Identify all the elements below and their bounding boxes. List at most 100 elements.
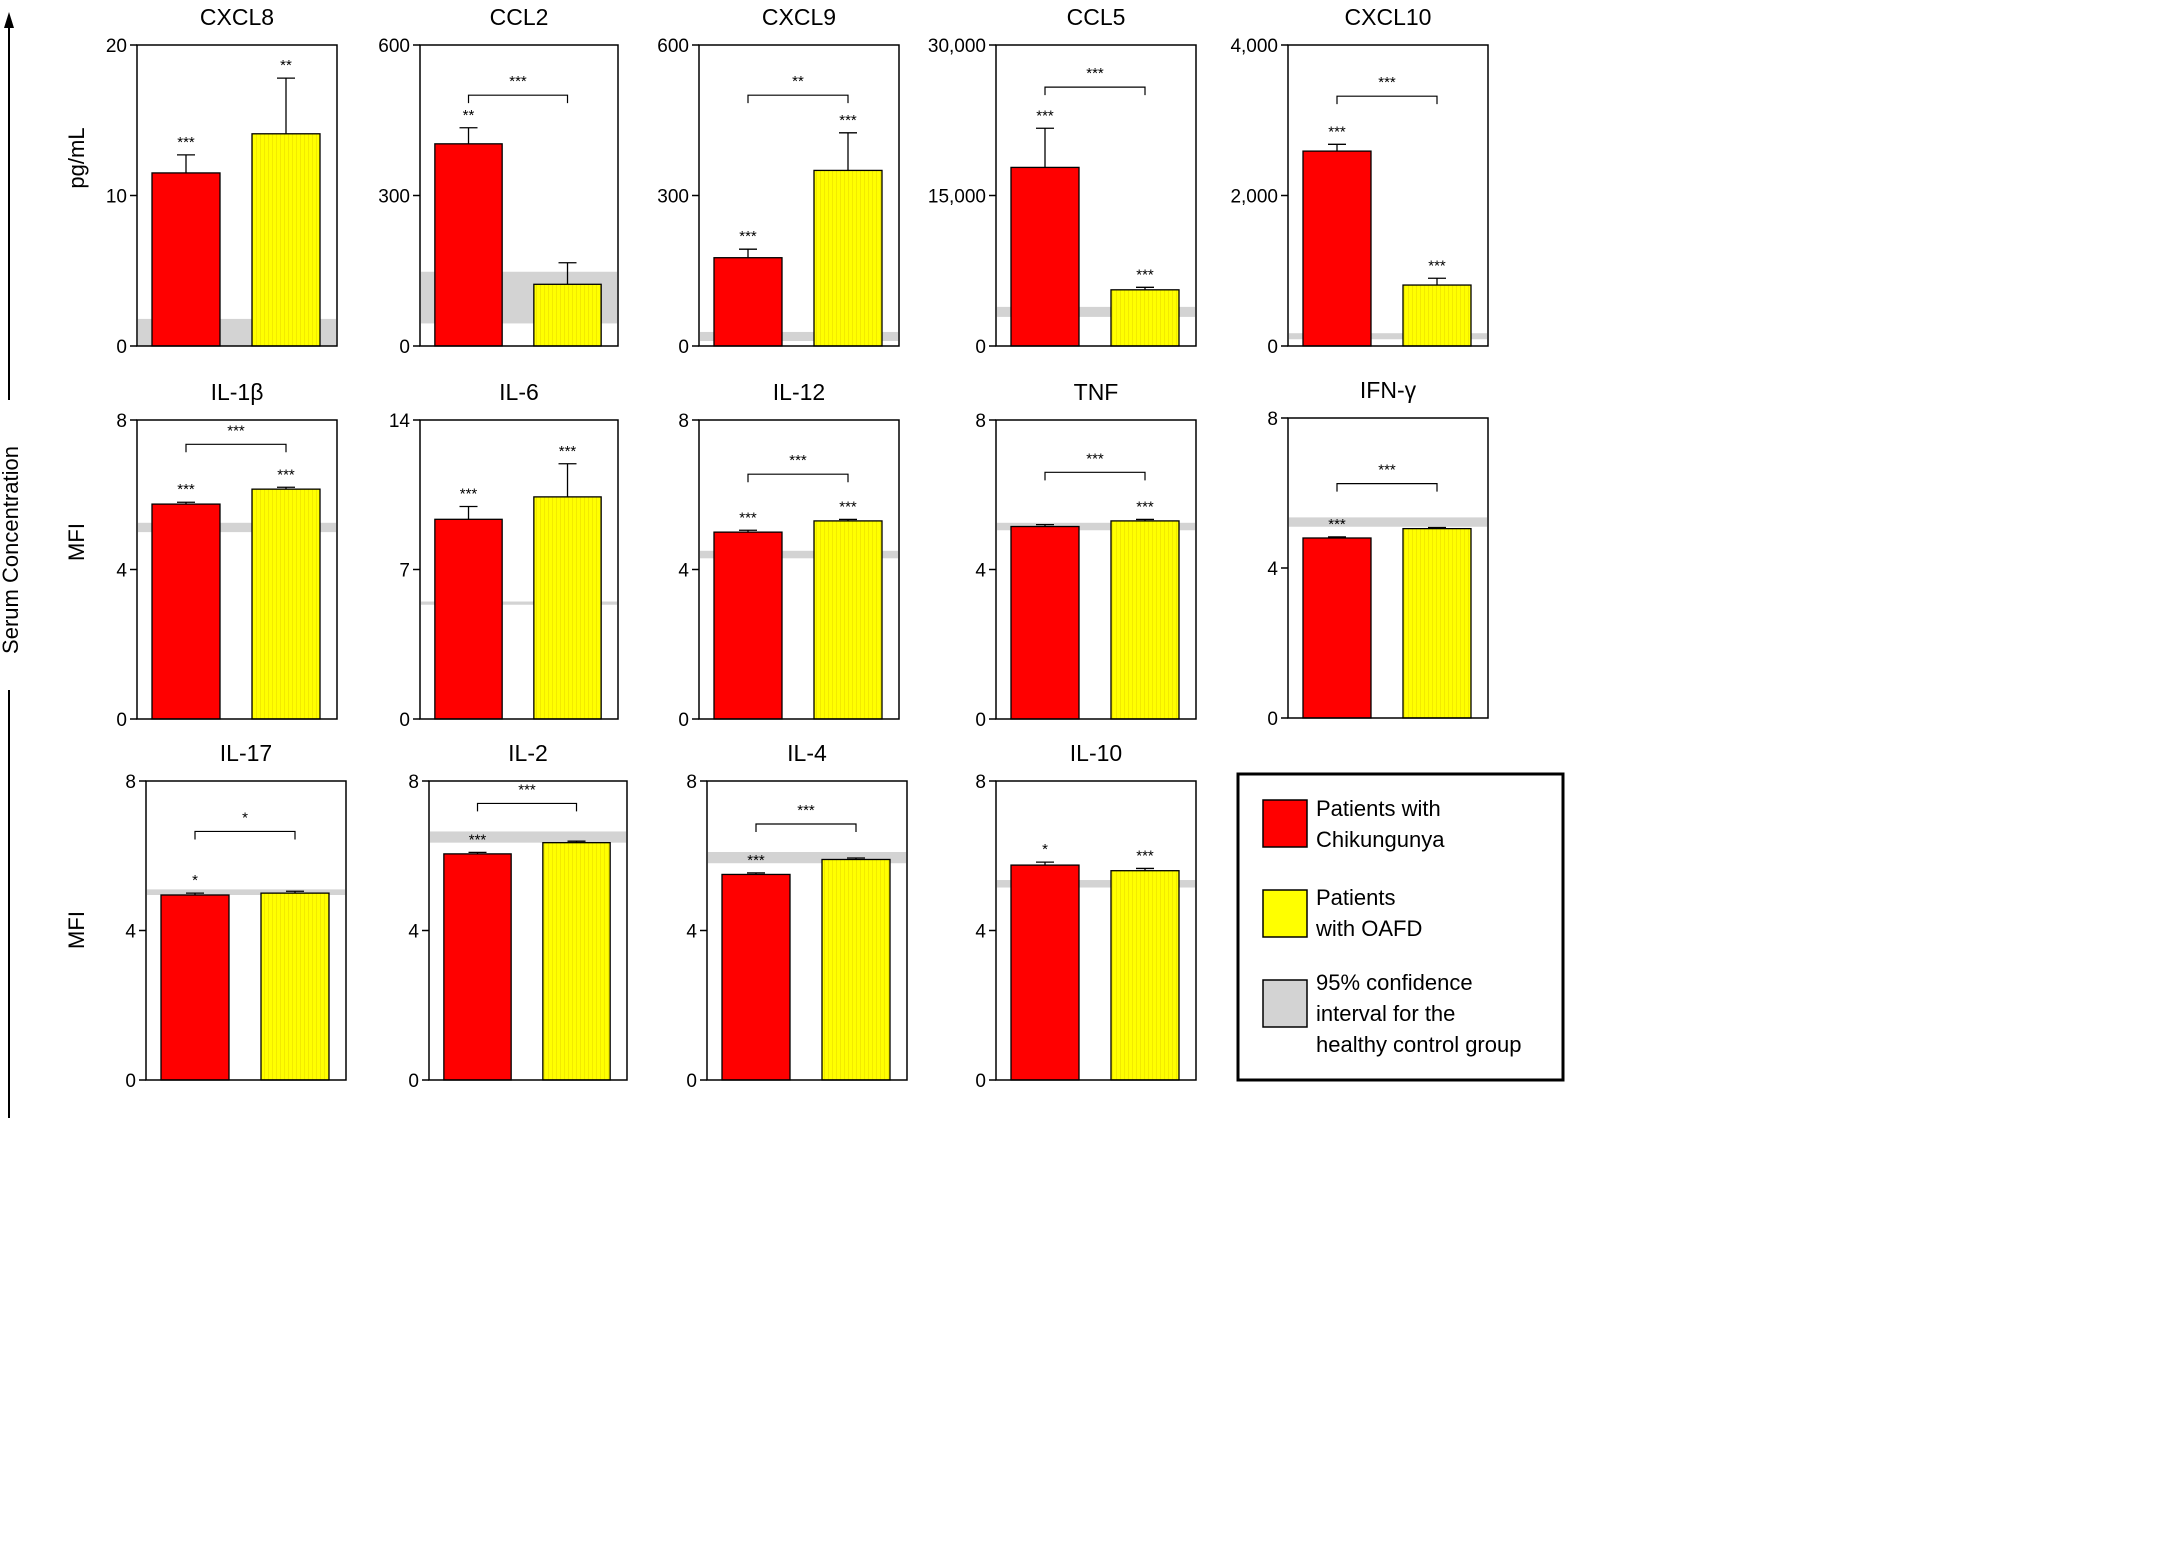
bar-chikungunya	[721, 873, 791, 1081]
significance-label: ***	[747, 852, 765, 869]
y-tick-label: 0	[975, 1071, 986, 1092]
significance-label: ***	[1428, 257, 1446, 274]
y-tick-label: 8	[1267, 409, 1278, 430]
chart-panel: * * 0 4 8 IL-17	[125, 740, 347, 1092]
ci-band	[997, 522, 1195, 531]
y-tick-label: 0	[678, 337, 689, 358]
significance-bracket	[747, 94, 849, 104]
significance-bracket	[467, 94, 569, 104]
y-tick-label: 0	[116, 337, 127, 358]
chart-panels: *****01020CXCL8*****0300600CCL2********0…	[106, 4, 1489, 1092]
chart-title: CXCL10	[1345, 4, 1432, 30]
legend-swatch-chikungunya	[1262, 799, 1308, 848]
significance-label: ***	[1328, 123, 1346, 140]
bar-chikungunya	[713, 531, 783, 720]
y-tick-label: 2,000	[1230, 187, 1278, 208]
significance-label: ***	[1328, 516, 1346, 533]
ci-band	[138, 522, 336, 533]
ci-band	[997, 880, 1195, 888]
figure: Serum Concentration pg/mL MFI MFI *****0…	[0, 4, 1565, 1118]
global-y-axis: Serum Concentration	[0, 12, 23, 1118]
significance-label: ***	[739, 228, 757, 245]
y-tick-label: 0	[975, 337, 986, 358]
legend-swatch-oafd	[1262, 889, 1308, 938]
bar-oafd	[813, 520, 883, 720]
significance-bracket	[755, 823, 857, 832]
significance-bracket	[747, 473, 849, 483]
significance-label: ***	[469, 831, 487, 848]
chart-title: CXCL8	[200, 4, 274, 30]
chart-title: IL-12	[773, 379, 825, 405]
bracket-label: ***	[1086, 450, 1104, 467]
global-y-axis-title: Serum Concentration	[0, 446, 23, 654]
y-tick-label: 0	[116, 710, 127, 731]
y-tick-label: 8	[116, 411, 127, 432]
significance-bracket	[1044, 471, 1146, 481]
legend-swatch-ci-band	[1262, 979, 1308, 1028]
chart-panel: *** *** 0 7 14 IL-6	[389, 379, 619, 731]
ci-band	[1289, 333, 1487, 340]
bar-oafd	[1402, 284, 1472, 347]
bar-oafd	[533, 496, 602, 720]
ci-band	[708, 852, 906, 864]
row-unit-label: MFI	[64, 523, 89, 561]
bar-oafd	[813, 169, 883, 347]
ci-band	[997, 306, 1195, 317]
bracket-label: ***	[227, 422, 245, 439]
row-unit-label: MFI	[64, 911, 89, 949]
significance-label: ***	[1136, 847, 1154, 864]
chart-panel: *** *** 0 4 8 IFN-γ	[1267, 377, 1489, 730]
bar-oafd	[1110, 520, 1180, 720]
ci-band	[421, 601, 617, 605]
chart-panel: *** *** *** 0 15,000 30,000 CCL5	[928, 4, 1197, 358]
y-tick-label: 7	[399, 561, 410, 582]
significance-label: ***	[177, 134, 195, 151]
bracket-label: ***	[1378, 74, 1396, 91]
legend-label: Chikungunya	[1316, 827, 1445, 852]
ci-band	[430, 831, 626, 843]
bar-chikungunya	[151, 503, 221, 720]
chart-title: CXCL9	[762, 4, 836, 30]
ci-band	[147, 889, 345, 895]
y-tick-label: 8	[975, 772, 986, 793]
y-tick-label: 0	[678, 710, 689, 731]
significance-label: ***	[1036, 107, 1054, 124]
bar-oafd	[542, 842, 611, 1081]
chart-title: IL-10	[1070, 740, 1122, 766]
legend-label: interval for the	[1316, 1001, 1455, 1026]
bar-chikungunya	[1302, 150, 1372, 347]
significance-label: *	[1042, 841, 1048, 858]
chart-panel: *** *** 0 4 8 TNF	[975, 379, 1197, 731]
y-tick-label: 8	[975, 411, 986, 432]
bar-chikungunya	[434, 143, 503, 347]
bar-oafd	[1110, 870, 1180, 1081]
y-tick-label: 0	[399, 337, 410, 358]
significance-label: **	[280, 57, 292, 74]
bar-oafd	[251, 133, 321, 347]
significance-label: ***	[739, 509, 757, 526]
y-tick-label: 600	[657, 36, 689, 57]
y-tick-label: 10	[106, 187, 127, 208]
y-tick-label: 0	[125, 1071, 136, 1092]
y-tick-label: 20	[106, 36, 127, 57]
significance-bracket	[476, 802, 578, 812]
bracket-label: ***	[1378, 462, 1396, 479]
ci-band	[700, 331, 898, 341]
bar-oafd	[1402, 527, 1472, 719]
significance-label: ***	[1136, 498, 1154, 515]
chart-title: IL-2	[508, 740, 548, 766]
legend-label: 95% confidence	[1316, 970, 1473, 995]
y-tick-label: 8	[678, 411, 689, 432]
y-tick-label: 0	[686, 1071, 697, 1092]
y-tick-label: 0	[1267, 709, 1278, 730]
bar-chikungunya	[1010, 166, 1080, 347]
bracket-label: **	[792, 73, 804, 90]
chart-title: IL-6	[499, 379, 539, 405]
bar-chikungunya	[160, 894, 230, 1081]
y-tick-label: 300	[657, 187, 689, 208]
y-tick-label: 15,000	[928, 187, 986, 208]
legend-item-oafd: Patients with OAFD	[1262, 885, 1422, 941]
